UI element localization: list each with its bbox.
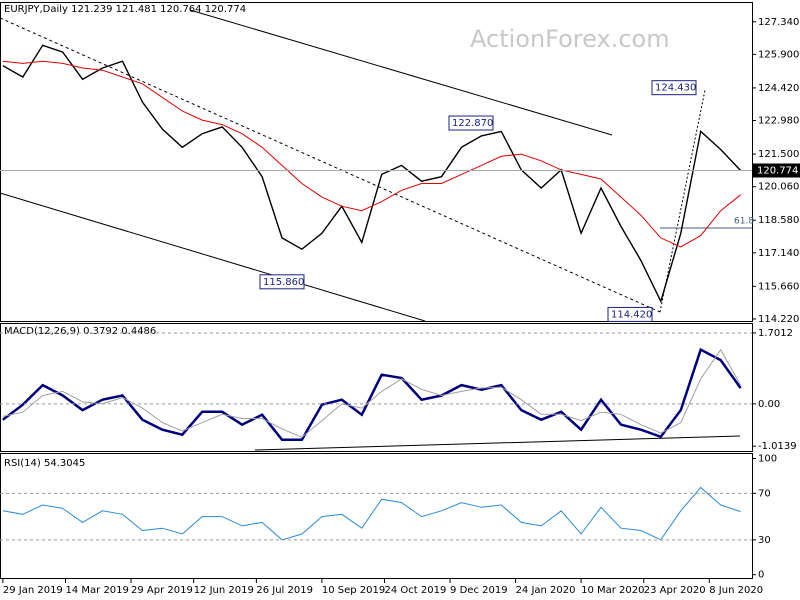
y-tick-label: 30 xyxy=(758,535,771,546)
x-tick-label: 8 Jun 2020 xyxy=(709,585,763,596)
y-tick-label: 127.340 xyxy=(758,17,799,28)
macd-trend xyxy=(254,435,741,451)
x-tick-label: 23 Apr 2020 xyxy=(644,585,706,596)
y-tick-label: -1.0139 xyxy=(758,441,797,452)
series-line xyxy=(2,60,741,248)
trend-dashed xyxy=(0,17,661,313)
y-tick-label: 117.140 xyxy=(758,248,799,259)
series-line xyxy=(2,486,741,541)
x-tick-label: 10 Mar 2020 xyxy=(581,585,644,596)
x-tick-label: 29 Jan 2019 xyxy=(3,585,63,596)
retrace-line xyxy=(659,89,706,313)
pane-title: MACD(12,26,9) 0.3792 0.4486 xyxy=(4,326,156,337)
rsi-pane xyxy=(0,453,753,579)
price-label: 120.774 xyxy=(757,165,798,176)
price-pane xyxy=(0,2,753,322)
x-tick-label: 24 Oct 2019 xyxy=(385,585,447,596)
channel-lower xyxy=(0,192,426,322)
fib-label: 61.8 xyxy=(734,217,754,227)
annotation-label: 114.420 xyxy=(611,309,652,320)
series-line xyxy=(2,44,742,304)
annotation-label: 115.860 xyxy=(263,277,304,288)
annotation-label: 124.430 xyxy=(655,83,696,94)
y-tick-label: 0.00 xyxy=(758,399,780,410)
y-tick-label: 1.7012 xyxy=(758,328,793,339)
annotation-box xyxy=(651,80,697,96)
annotation-box xyxy=(259,274,305,290)
price-box xyxy=(753,163,800,178)
pane-title: EURJPY,Daily 121.239 121.481 120.764 120… xyxy=(4,4,246,15)
annotation-box xyxy=(607,306,653,322)
x-tick-label: 14 Mar 2019 xyxy=(66,585,129,596)
y-tick-label: 114.220 xyxy=(758,314,799,325)
y-tick-label: 125.900 xyxy=(758,49,799,60)
x-tick-label: 12 Jun 2019 xyxy=(194,585,254,596)
y-tick-label: 121.500 xyxy=(758,149,799,160)
annotation-label: 122.870 xyxy=(452,118,493,129)
y-tick-label: 100 xyxy=(758,453,777,464)
y-tick-label: 70 xyxy=(758,488,771,499)
series-line xyxy=(2,348,742,438)
x-tick-label: 10 Sep 2019 xyxy=(322,585,385,596)
channel-upper xyxy=(189,9,613,136)
y-tick-label: 115.660 xyxy=(758,281,799,292)
x-tick-label: 26 Jul 2019 xyxy=(256,585,313,596)
watermark: ActionForex.com xyxy=(470,25,670,53)
y-tick-label: 122.980 xyxy=(758,116,799,127)
plot xyxy=(2,44,742,541)
x-tick-label: 24 Jan 2020 xyxy=(516,585,576,596)
pane-title: RSI(14) 54.3045 xyxy=(4,458,85,469)
x-tick-label: 9 Dec 2019 xyxy=(450,585,508,596)
y-tick-label: 118.580 xyxy=(758,215,799,226)
annotation-box xyxy=(448,115,494,131)
x-tick-label: 29 Apr 2019 xyxy=(131,585,193,596)
y-tick-label: 120.060 xyxy=(758,182,799,193)
y-tick-label: 124.420 xyxy=(758,83,799,94)
y-tick-label: 0 xyxy=(758,570,764,581)
